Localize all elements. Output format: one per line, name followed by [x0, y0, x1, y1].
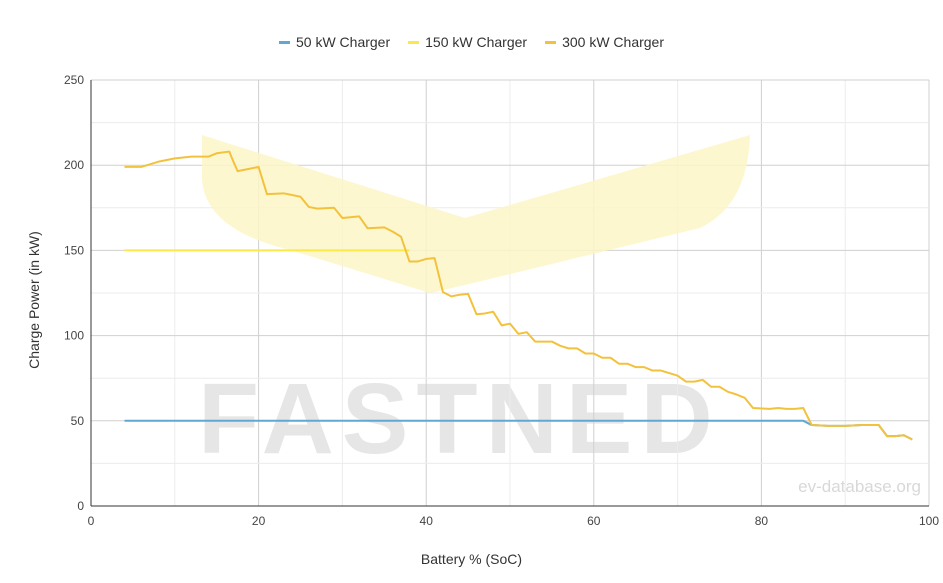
credit-text: ev-database.org	[798, 477, 921, 496]
watermark-chevron-shape	[202, 135, 750, 293]
series-layer	[124, 150, 913, 441]
legend-item-50kw[interactable]: 50 kW Charger	[278, 34, 391, 50]
y-tick-label: 50	[71, 414, 85, 428]
x-tick-label: 20	[252, 514, 266, 528]
y-tick-label: 100	[64, 329, 84, 343]
y-axis-title: Charge Power (in kW)	[26, 231, 42, 369]
y-tick-label: 250	[64, 73, 84, 87]
x-tick-label: 60	[587, 514, 601, 528]
x-tick-labels: 0 20 40 60 80 100	[88, 514, 940, 528]
x-tick-label: 0	[88, 514, 95, 528]
legend: 50 kW Charger 150 kW Charger 300 kW Char…	[0, 34, 943, 50]
legend-item-300kw[interactable]: 300 kW Charger	[545, 34, 664, 50]
y-tick-label: 0	[77, 499, 84, 513]
series-line-50-kw-charger[interactable]	[124, 419, 913, 441]
legend-swatch-300kw	[545, 40, 557, 44]
legend-swatch-150kw	[408, 40, 420, 44]
legend-swatch-50kw	[278, 40, 290, 44]
x-tick-label: 100	[919, 514, 939, 528]
legend-label-300kw: 300 kW Charger	[562, 34, 665, 50]
legend-item-150kw[interactable]: 150 kW Charger	[408, 34, 527, 50]
x-tick-label: 40	[420, 514, 434, 528]
y-tick-label: 200	[64, 158, 84, 172]
y-tick-labels: 0 50 100 150 200 250	[64, 73, 84, 513]
series-line-300-kw-charger[interactable]	[124, 150, 913, 441]
y-tick-label: 150	[64, 243, 84, 257]
legend-label-50kw: 50 kW Charger	[295, 34, 391, 50]
legend-label-150kw: 150 kW Charger	[425, 34, 528, 50]
x-axis-title: Battery % (SoC)	[420, 551, 523, 567]
x-tick-label: 80	[755, 514, 769, 528]
